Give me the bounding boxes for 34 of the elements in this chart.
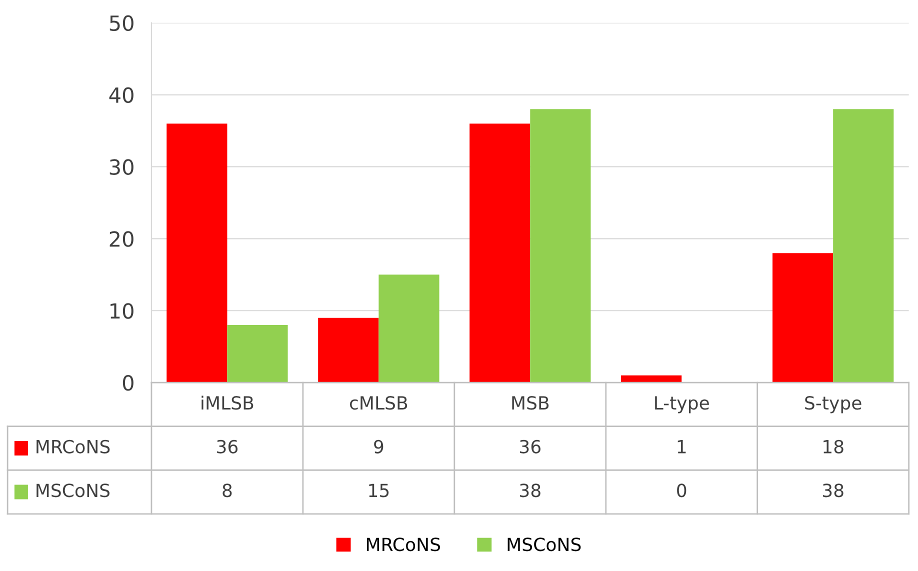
legend-label: MSCoNS (508, 538, 581, 552)
text: MSCoNS (36, 484, 110, 498)
bar (318, 318, 379, 383)
x-tick-label: iMLSB (202, 396, 254, 410)
bar (621, 375, 682, 383)
bar (227, 325, 288, 383)
bar (378, 274, 440, 383)
data-label: 18 (824, 440, 844, 454)
y-tick-label: 30 (110, 159, 134, 175)
data-label: 36 (520, 440, 540, 454)
data-label: 1 (678, 440, 686, 454)
bar (166, 124, 228, 383)
legend-label: MRCoNS (36, 440, 110, 454)
data-label: 36 (217, 440, 238, 454)
x-tick-label: MSB (512, 396, 549, 410)
y-tick-label: 0 (122, 375, 134, 391)
x-tick-label: cMLSB (350, 396, 408, 410)
y-tick-label: 50 (110, 15, 134, 32)
y-tick-label: 40 (109, 87, 134, 103)
data-label: 9 (374, 440, 384, 454)
data-label: 15 (369, 484, 389, 498)
y-tick-label: 20 (110, 231, 134, 247)
bar (470, 124, 530, 383)
text: MRCoNS (366, 538, 440, 552)
bar (772, 253, 834, 383)
data-label: 8 (222, 484, 232, 498)
x-tick-label: L-type (655, 396, 709, 414)
data-label: 38 (822, 484, 844, 498)
data-label: 0 (677, 484, 686, 498)
bar (833, 109, 894, 383)
y-tick-label: 10 (110, 303, 134, 319)
data-label: 38 (520, 484, 540, 498)
x-tick-label: S-type (805, 396, 862, 414)
bar (530, 109, 591, 383)
